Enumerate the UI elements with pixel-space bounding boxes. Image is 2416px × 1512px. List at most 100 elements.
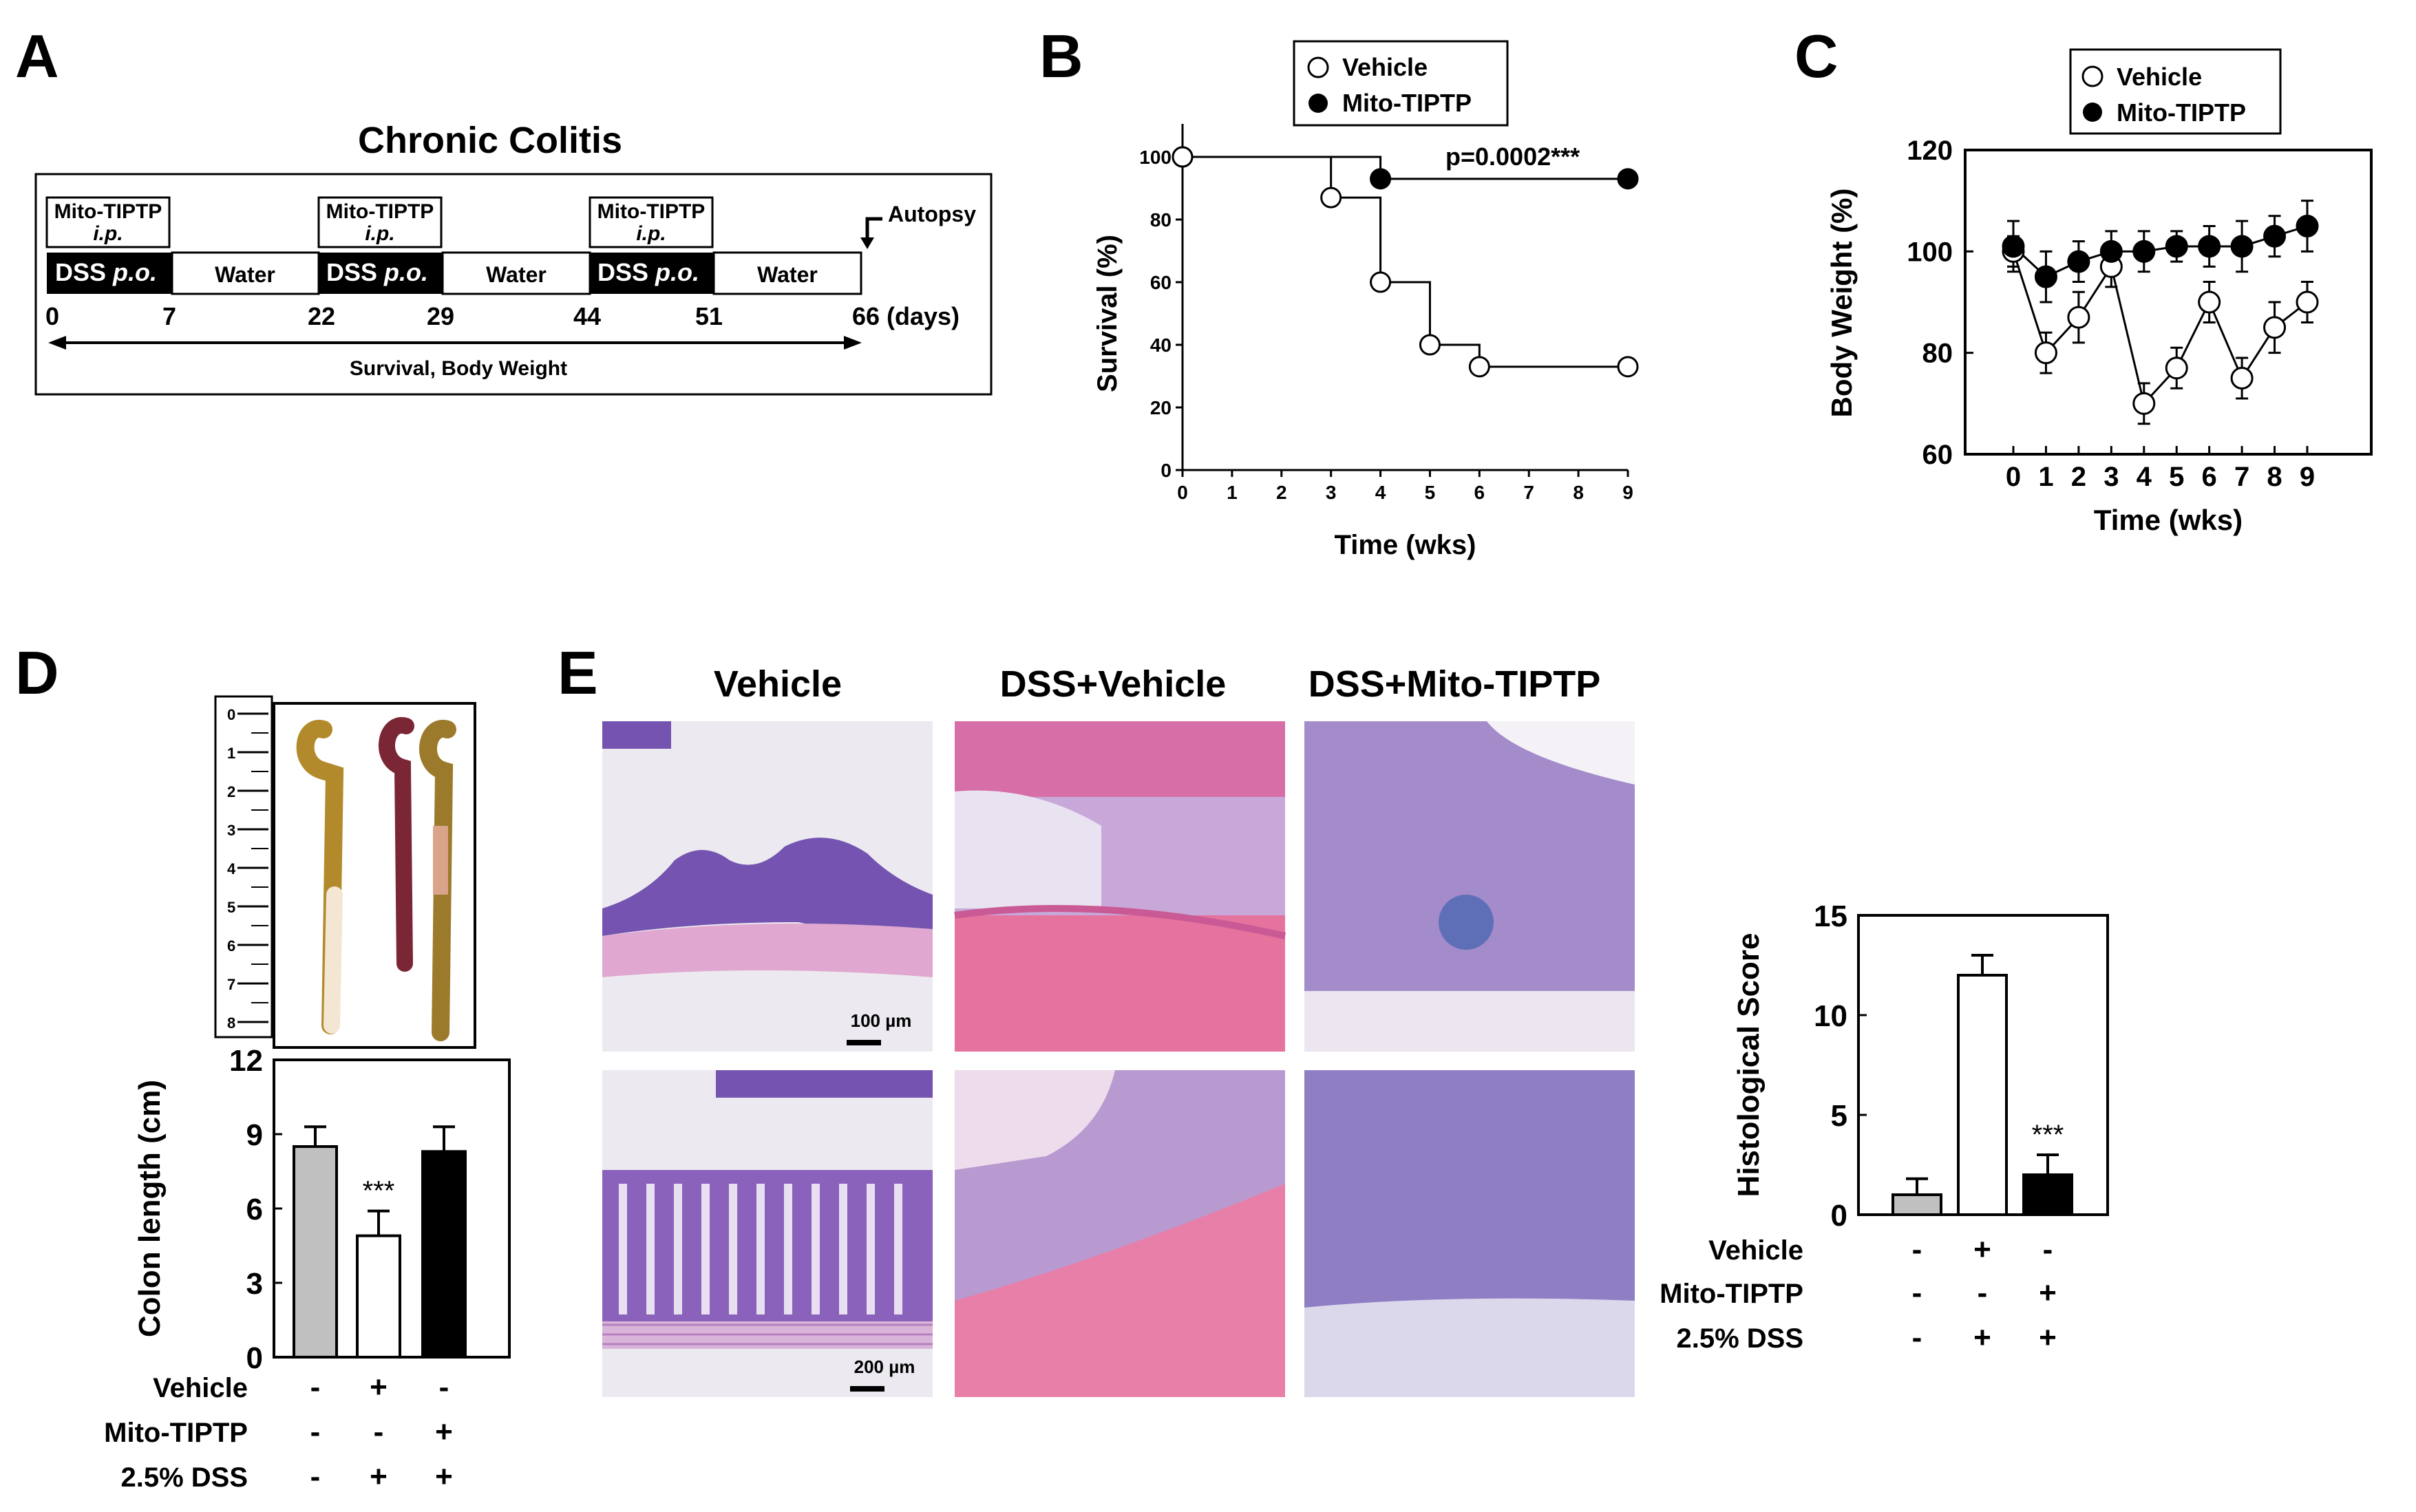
data-point [2230,235,2254,258]
ruler-tick-label: 4 [227,860,236,877]
data-point [2067,306,2090,329]
treatment-label: 2.5% DSS [1676,1323,1803,1354]
data-point [2263,224,2287,248]
histological-score-chart: 0 5 10 15 Histological Score *** [1732,899,2109,1233]
data-point [2099,239,2123,263]
injection-box-1: Mito-TIPTP i.p. [45,196,171,248]
treatment-sign: + [370,1460,388,1493]
x-tick-label: 3 [1326,482,1337,503]
legend-mito: Mito-TIPTP [2117,98,2246,127]
histology-vehicle-100: 100 µm [602,721,933,1052]
dss-label: DSS p.o. [597,258,699,286]
survival-chart: 0 1 2 3 4 5 6 7 8 9 0 20 40 60 80 100 Time (wks) Survival… [1092,124,1639,560]
treatment-sign: + [435,1415,453,1449]
histology-col-dss-mito: DSS+Mito-TIPTP [1308,663,1601,705]
data-point [2296,215,2319,237]
treatment-sign: - [439,1370,449,1404]
data-point [2198,235,2221,258]
data-point [1617,168,1639,190]
x-axis-label: Time (wks) [2094,504,2243,536]
dss-segment-3 [590,253,714,294]
x-tick-label: 2 [1276,482,1287,503]
x-tick-label: 3 [2104,462,2119,492]
histology-vehicle-200: 200 µm [602,1070,933,1397]
treatment-sign: + [2039,1321,2057,1354]
plot-frame [1964,149,2373,456]
histology-dss-mito-200 [1304,1070,1635,1397]
data-point [2034,265,2057,288]
autopsy-label: Autopsy [888,202,976,226]
histology-dss-mito-100 [1304,721,1635,1052]
data-point [1172,146,1194,168]
bar [293,1145,338,1359]
treatment-sign: - [1912,1233,1922,1266]
treatment-table-e: Vehicle - + - Mito-TIPTP - - +2.5% DSS - + + [1660,1233,2057,1354]
data-point [2165,235,2188,258]
treatment-sign: + [370,1370,388,1404]
injection-box-3: Mito-TIPTP i.p. [589,196,714,248]
dss-label: DSS p.o. [326,258,428,286]
day-label: 0 [45,302,59,330]
ruler: 0 1 2 3 4 5 6 7 8 [214,695,273,1039]
treatment-sign: + [2039,1276,2057,1310]
treatment-label: Mito-TIPTP [104,1418,248,1448]
y-tick-label: 0 [1831,1199,1847,1233]
x-tick-label: 0 [1177,482,1188,503]
series-line [2012,251,2308,406]
data-point [2165,356,2188,380]
data-point [2296,290,2319,314]
ruler-tick-label: 7 [227,976,235,993]
treatment-sign: - [1978,1276,1988,1310]
legend-vehicle: Vehicle [2117,63,2202,91]
x-tick-label: 2 [2071,462,2086,492]
day-label: 51 [695,302,723,330]
autopsy-arrow [865,217,882,241]
y-tick-label: 100 [1907,237,1953,267]
y-axis-label: Survival (%) [1092,235,1123,392]
bar [1957,974,2008,1216]
x-axis-label: Time (wks) [1335,530,1476,560]
y-tick-label: 20 [1150,397,1172,418]
data-point [2132,392,2156,415]
x-tick-label: 6 [1474,482,1485,503]
y-tick-label: 5 [1831,1099,1847,1133]
route-ip-label: i.p. [365,222,394,245]
bar [1892,1193,1942,1216]
treatment-sign: - [310,1460,321,1493]
panel-c-legend: Vehicle Mito-TIPTP [2069,48,2282,135]
injection-box-2: Mito-TIPTP i.p. [317,196,443,248]
route-ip-label: i.p. [93,222,123,245]
ruler-tick-label: 3 [227,822,235,839]
open-circle-marker [2081,65,2104,87]
y-tick-label: 3 [246,1267,263,1301]
x-tick-label: 4 [2137,462,2152,492]
histology-dss-vehicle-200 [955,1070,1285,1397]
data-point [1617,356,1639,378]
treatment-sign: - [374,1415,384,1449]
data-point [1370,168,1392,190]
x-tick-label: 4 [1375,482,1386,503]
body-weight-chart: 60 80 100 120 0 1 2 3 4 5 6 7 8 9 Time (wks) Body Weigh… [1825,136,2373,536]
treatment-label: Vehicle [1708,1235,1803,1266]
survival-step-line [1183,156,1628,368]
data-point [2002,235,2025,258]
ruler-tick-label: 6 [227,937,235,955]
colon-dss-mito [419,720,456,1041]
data-point [2198,290,2221,314]
water-label: Water [486,262,547,287]
ruler-tick-label: 8 [227,1014,235,1032]
panel-letter-e: E [558,639,598,707]
treatment-sign: + [435,1460,453,1493]
x-tick-label: 8 [1573,482,1584,503]
treatment-sign: - [310,1415,321,1449]
series-line [2012,225,2308,278]
x-tick-label: 8 [2267,462,2282,492]
treatment-sign: - [1912,1321,1922,1354]
x-tick-label: 0 [2006,462,2021,492]
ruler-tick-label: 2 [227,783,235,800]
y-tick-label: 0 [1161,460,1172,481]
x-tick-label: 1 [1227,482,1238,503]
day-label: 66 [852,302,880,330]
y-tick-label: 100 [1139,147,1172,168]
